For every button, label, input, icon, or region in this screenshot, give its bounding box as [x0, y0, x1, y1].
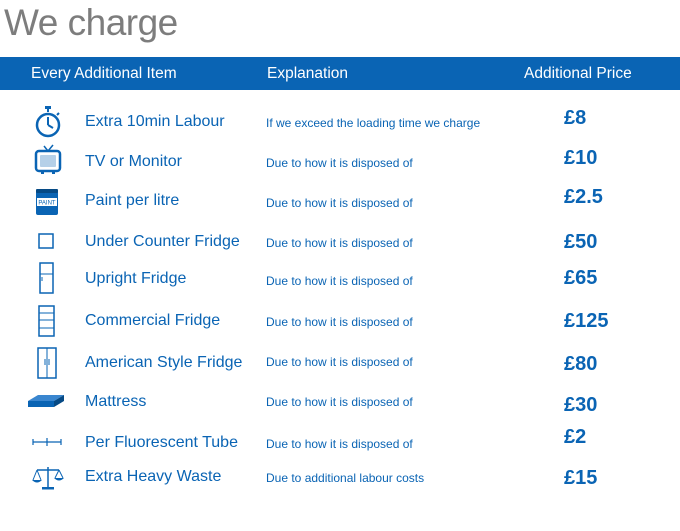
item-name: Upright Fridge	[85, 270, 187, 287]
item-explanation: If we exceed the loading time we charge	[266, 116, 481, 130]
paint-can-icon: PAINT	[28, 185, 68, 221]
item-name: Extra 10min Labour	[85, 113, 225, 130]
item-price: £30	[564, 394, 598, 416]
header-item: Every Additional Item	[31, 65, 177, 82]
item-price: £10	[564, 147, 598, 169]
page-title: We charge	[4, 2, 178, 43]
tv-icon	[28, 143, 68, 179]
header-explanation: Explanation	[267, 65, 349, 82]
item-price: £125	[564, 310, 609, 332]
svg-text:PAINT: PAINT	[38, 201, 56, 207]
stopwatch-icon	[28, 105, 68, 141]
fluorescent-tube-icon	[28, 425, 68, 461]
item-name: Per Fluorescent Tube	[85, 434, 238, 451]
table-row: Extra Heavy Waste Due to additional labo…	[0, 461, 680, 501]
table-row: TV or Monitor Due to how it is disposed …	[0, 143, 680, 183]
item-explanation: Due to how it is disposed of	[266, 236, 413, 250]
table-row: Per Fluorescent Tube Due to how it is di…	[0, 425, 680, 465]
item-name: Mattress	[85, 393, 147, 410]
commercial-fridge-icon	[28, 304, 68, 340]
item-explanation: Due to how it is disposed of	[266, 156, 413, 170]
mattress-icon	[26, 385, 66, 421]
item-explanation: Due to how it is disposed of	[266, 274, 413, 288]
table-row: Commercial Fridge Due to how it is dispo…	[0, 302, 680, 342]
item-price: £80	[564, 353, 598, 375]
item-price: £15	[564, 467, 598, 489]
item-name: Under Counter Fridge	[85, 233, 240, 250]
item-explanation: Due to how it is disposed of	[266, 437, 413, 451]
item-name: American Style Fridge	[85, 354, 243, 371]
item-explanation: Due to how it is disposed of	[266, 395, 413, 409]
table-row: Under Counter Fridge Due to how it is di…	[0, 223, 680, 263]
item-price: £65	[564, 267, 598, 289]
item-name: Paint per litre	[85, 192, 180, 209]
item-explanation: Due to additional labour costs	[266, 471, 425, 485]
item-name: Commercial Fridge	[85, 312, 221, 329]
table-header: Every Additional Item Explanation Additi…	[0, 57, 680, 90]
scales-icon	[28, 461, 68, 497]
table-row: Extra 10min Labour If we exceed the load…	[0, 103, 680, 143]
item-name: TV or Monitor	[85, 153, 182, 170]
under-counter-fridge-icon	[28, 223, 68, 259]
upright-fridge-icon	[28, 261, 68, 297]
item-price: £2.5	[564, 186, 603, 208]
item-explanation: Due to how it is disposed of	[266, 315, 413, 329]
american-fridge-icon	[28, 346, 68, 382]
table-row: American Style Fridge Due to how it is d…	[0, 344, 680, 384]
table-row: PAINT Paint per litre Due to how it is d…	[0, 183, 680, 223]
table-row: Upright Fridge Due to how it is disposed…	[0, 261, 680, 301]
table-row: Mattress Due to how it is disposed of £3…	[0, 385, 680, 425]
header-price: Additional Price	[524, 65, 632, 82]
item-name: Extra Heavy Waste	[85, 468, 222, 485]
item-explanation: Due to how it is disposed of	[266, 196, 413, 210]
item-explanation: Due to how it is disposed of	[266, 355, 413, 369]
item-price: £8	[564, 107, 587, 129]
item-price: £2	[564, 426, 587, 448]
item-price: £50	[564, 231, 598, 253]
